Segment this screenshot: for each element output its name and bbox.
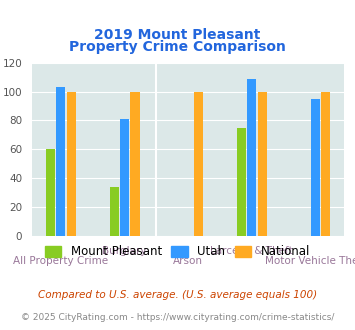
Text: Burglary: Burglary bbox=[102, 246, 147, 256]
Bar bbox=[194, 91, 203, 236]
Text: © 2025 CityRating.com - https://www.cityrating.com/crime-statistics/: © 2025 CityRating.com - https://www.city… bbox=[21, 313, 334, 322]
Bar bbox=[258, 91, 267, 236]
Bar bbox=[56, 87, 65, 236]
Text: All Property Crime: All Property Crime bbox=[13, 256, 108, 266]
Text: Compared to U.S. average. (U.S. average equals 100): Compared to U.S. average. (U.S. average … bbox=[38, 290, 317, 300]
Bar bbox=[110, 187, 119, 236]
Bar bbox=[311, 99, 320, 236]
Text: Arson: Arson bbox=[173, 256, 203, 266]
Bar bbox=[321, 91, 331, 236]
Bar bbox=[247, 79, 256, 236]
Bar bbox=[130, 91, 140, 236]
Bar bbox=[237, 128, 246, 236]
Bar bbox=[120, 119, 129, 236]
Text: Larceny & Theft: Larceny & Theft bbox=[211, 246, 293, 256]
Text: Property Crime Comparison: Property Crime Comparison bbox=[69, 40, 286, 54]
Bar bbox=[46, 149, 55, 236]
Bar bbox=[67, 91, 76, 236]
Text: 2019 Mount Pleasant: 2019 Mount Pleasant bbox=[94, 28, 261, 42]
Text: Motor Vehicle Theft: Motor Vehicle Theft bbox=[265, 256, 355, 266]
Legend: Mount Pleasant, Utah, National: Mount Pleasant, Utah, National bbox=[40, 241, 315, 263]
